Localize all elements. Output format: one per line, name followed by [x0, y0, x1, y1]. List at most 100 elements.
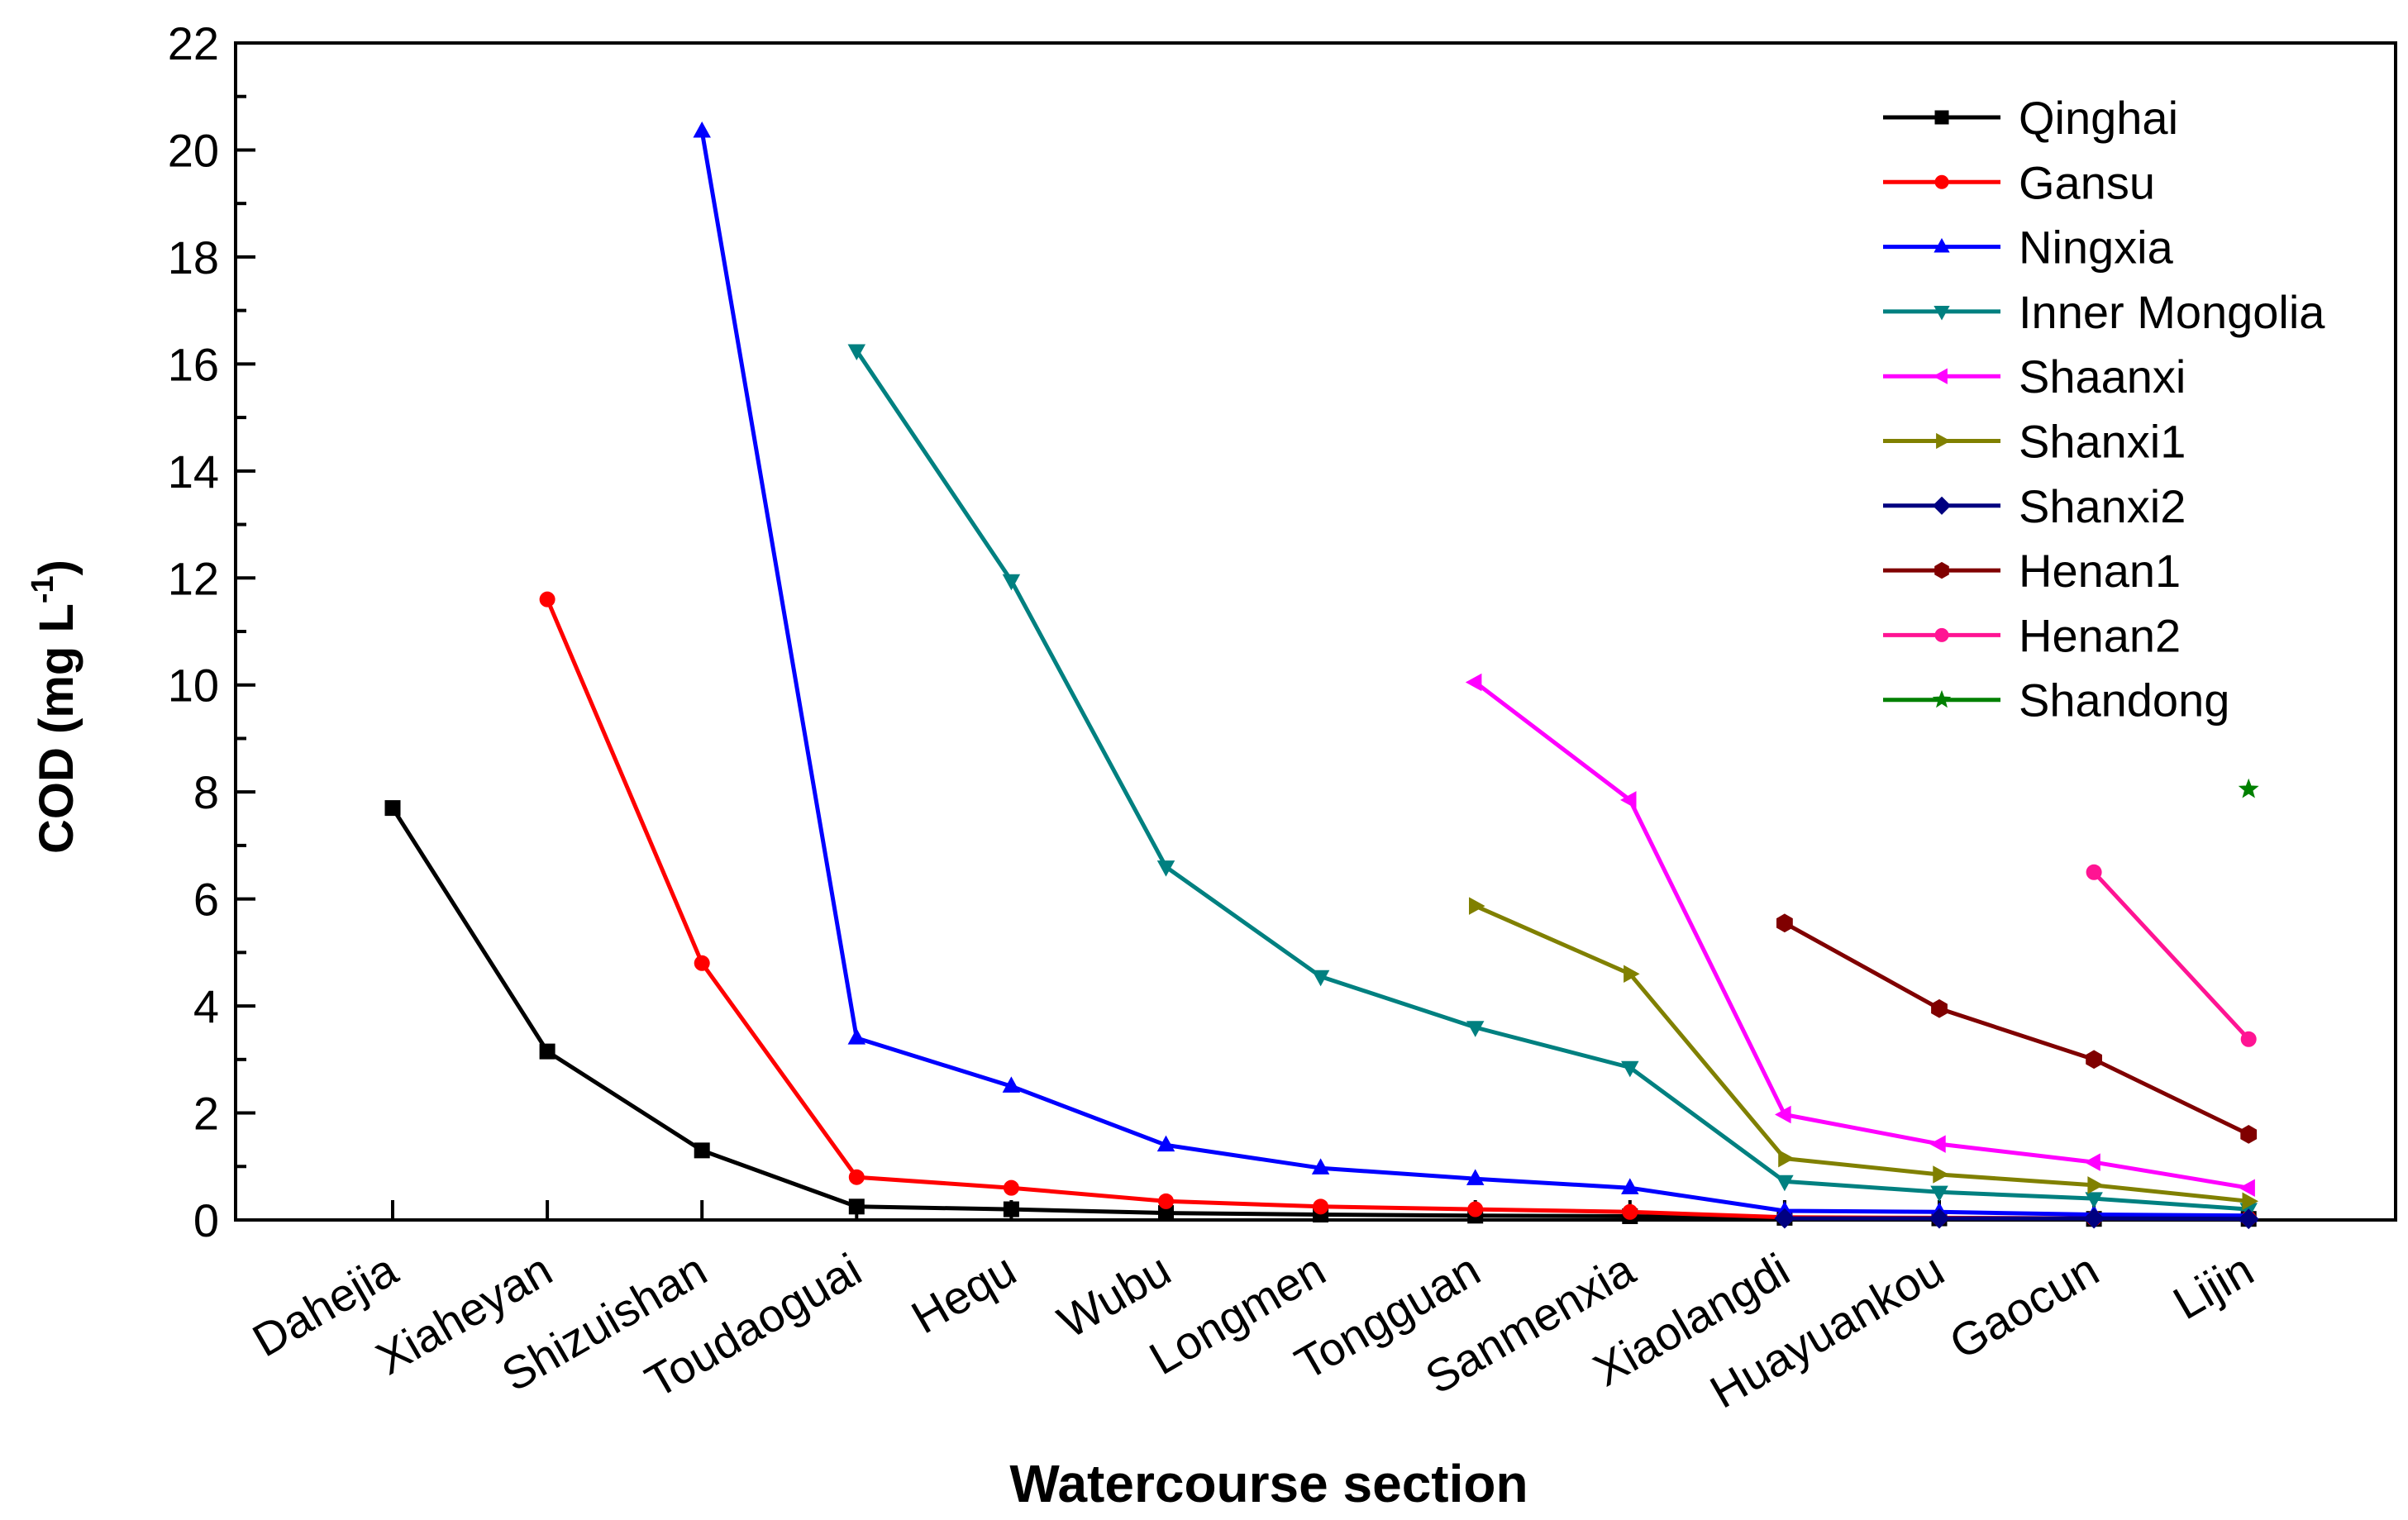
legend-label: Inner Mongolia [2019, 286, 2325, 338]
data-point-inner-mongolia [1776, 1175, 1794, 1192]
legend-entry-shanxi2: Shanxi2 [1883, 480, 2186, 532]
legend-label: Shaanxi [2019, 350, 2186, 403]
series-shandong [2238, 778, 2259, 798]
data-point-gansu [1158, 1193, 1174, 1209]
y-tick-label: 0 [193, 1194, 219, 1246]
data-point-shaanxi [1619, 791, 1637, 809]
series-line-shanxi2 [1784, 1216, 2249, 1222]
legend-label: Ningxia [2019, 222, 2174, 274]
data-point-inner-mongolia [1002, 574, 1021, 591]
data-point-gansu [848, 1169, 865, 1185]
legend-label: Henan1 [2019, 545, 2181, 597]
data-point-ningxia [847, 1028, 866, 1045]
data-point-ningxia [1311, 1158, 1330, 1175]
series-henan1 [1776, 913, 2258, 1144]
data-point-gansu [694, 955, 710, 971]
legend-marker [1934, 110, 1949, 125]
y-tick-label: 16 [168, 338, 219, 390]
data-point-gansu [1003, 1179, 1019, 1196]
legend-entry-ningxia: Ningxia [1883, 222, 2174, 274]
data-point-gansu [1622, 1203, 1638, 1220]
data-point-shaanxi [2084, 1153, 2100, 1171]
series-shanxi1 [1469, 897, 2259, 1211]
legend-entry-henan2: Henan2 [1883, 609, 2181, 661]
series-line-henan2 [2092, 870, 2251, 1041]
data-point-qinghai [384, 800, 401, 817]
y-tick-label: 18 [168, 231, 219, 284]
data-point-shanxi2 [2083, 1208, 2105, 1229]
data-point-shanxi1 [1469, 897, 1485, 915]
data-point-qinghai [1003, 1201, 1019, 1217]
y-tick-label: 6 [193, 874, 219, 926]
legend-label: Henan2 [2019, 609, 2181, 661]
series-line-gansu [545, 598, 2249, 1221]
series-line-shanxi1 [1474, 903, 2249, 1203]
legend-entry-henan1: Henan1 [1883, 545, 2181, 597]
data-point-inner-mongolia [847, 344, 866, 361]
data-point-inner-mongolia [1466, 1021, 1485, 1037]
legend-marker [1933, 368, 1948, 384]
data-point-inner-mongolia [1930, 1185, 1948, 1203]
y-axis-title: COD (mg L-1) [26, 560, 83, 854]
data-point-henan1 [1776, 913, 1793, 933]
data-point-shanxi1 [1778, 1149, 1795, 1168]
x-tick-label: Lijin [2164, 1243, 2262, 1329]
y-tick-label: 10 [168, 660, 219, 712]
legend-entry-qinghai: Qinghai [1883, 92, 2178, 144]
data-point-henan1 [1931, 998, 1948, 1018]
data-point-shanxi1 [1933, 1165, 1949, 1184]
legend-marker [1934, 237, 1950, 253]
y-axis: 0 2 4 6 8 10 12 14 16 18 20 22 [168, 17, 255, 1246]
x-tick-label: Hequ [903, 1243, 1024, 1343]
legend-marker [1934, 306, 1950, 321]
legend-entry-shandong: Shandong [1883, 674, 2229, 727]
legend-marker [1934, 627, 1949, 642]
data-point-henan1 [2086, 1050, 2102, 1070]
data-point-inner-mongolia [1621, 1060, 1639, 1078]
data-point-shanxi1 [1624, 965, 1640, 984]
series-shaanxi [1465, 673, 2255, 1197]
data-point-qinghai [694, 1142, 710, 1159]
y-axis-title-main: COD (mg L [30, 603, 83, 854]
y-tick-label: 14 [168, 446, 219, 498]
series-line-inner-mongolia [855, 349, 2249, 1212]
y-tick-label: 22 [168, 17, 219, 69]
data-point-henan1 [2240, 1125, 2258, 1144]
legend-label: Gansu [2019, 156, 2155, 208]
legend-entry-shaanxi: Shaanxi [1883, 350, 2186, 403]
data-point-shaanxi [1775, 1105, 1791, 1124]
legend-marker [1932, 689, 1952, 708]
y-tick-label: 4 [193, 980, 219, 1032]
x-tick-label: Gaocun [1941, 1243, 2107, 1370]
legend-label: Shanxi1 [2019, 416, 2186, 468]
data-point-ningxia [693, 121, 711, 138]
series-shanxi2 [1774, 1208, 2259, 1230]
data-point-shanxi2 [2238, 1208, 2259, 1230]
series-henan2 [2086, 864, 2257, 1047]
y-tick-label: 2 [193, 1088, 219, 1140]
series-line-qinghai [390, 807, 2249, 1222]
data-point-shanxi1 [2242, 1192, 2259, 1211]
data-point-ningxia [1621, 1178, 1639, 1194]
data-point-shaanxi [2239, 1179, 2255, 1197]
series-inner-mongolia [847, 344, 2258, 1219]
legend-marker [1932, 496, 1952, 515]
legend-marker [1934, 174, 1949, 189]
legend-entry-inner-mongolia: Inner Mongolia [1883, 286, 2325, 338]
y-tick-label: 12 [168, 552, 219, 604]
series-line-shaanxi [1474, 680, 2249, 1190]
y-tick-label: 20 [168, 124, 219, 176]
data-point-shaanxi [1929, 1135, 1946, 1153]
y-axis-title-close: ) [30, 560, 83, 575]
data-point-ningxia [1156, 1135, 1175, 1152]
legend-label: Shandong [2019, 674, 2229, 727]
data-point-inner-mongolia [1156, 860, 1175, 877]
x-axis-title: Watercourse section [1009, 1454, 1528, 1513]
data-point-shanxi2 [1929, 1208, 1950, 1229]
data-point-ningxia [1002, 1076, 1021, 1093]
data-point-gansu [1313, 1198, 1329, 1215]
data-point-qinghai [848, 1198, 865, 1215]
legend-entry-shanxi1: Shanxi1 [1883, 416, 2186, 468]
